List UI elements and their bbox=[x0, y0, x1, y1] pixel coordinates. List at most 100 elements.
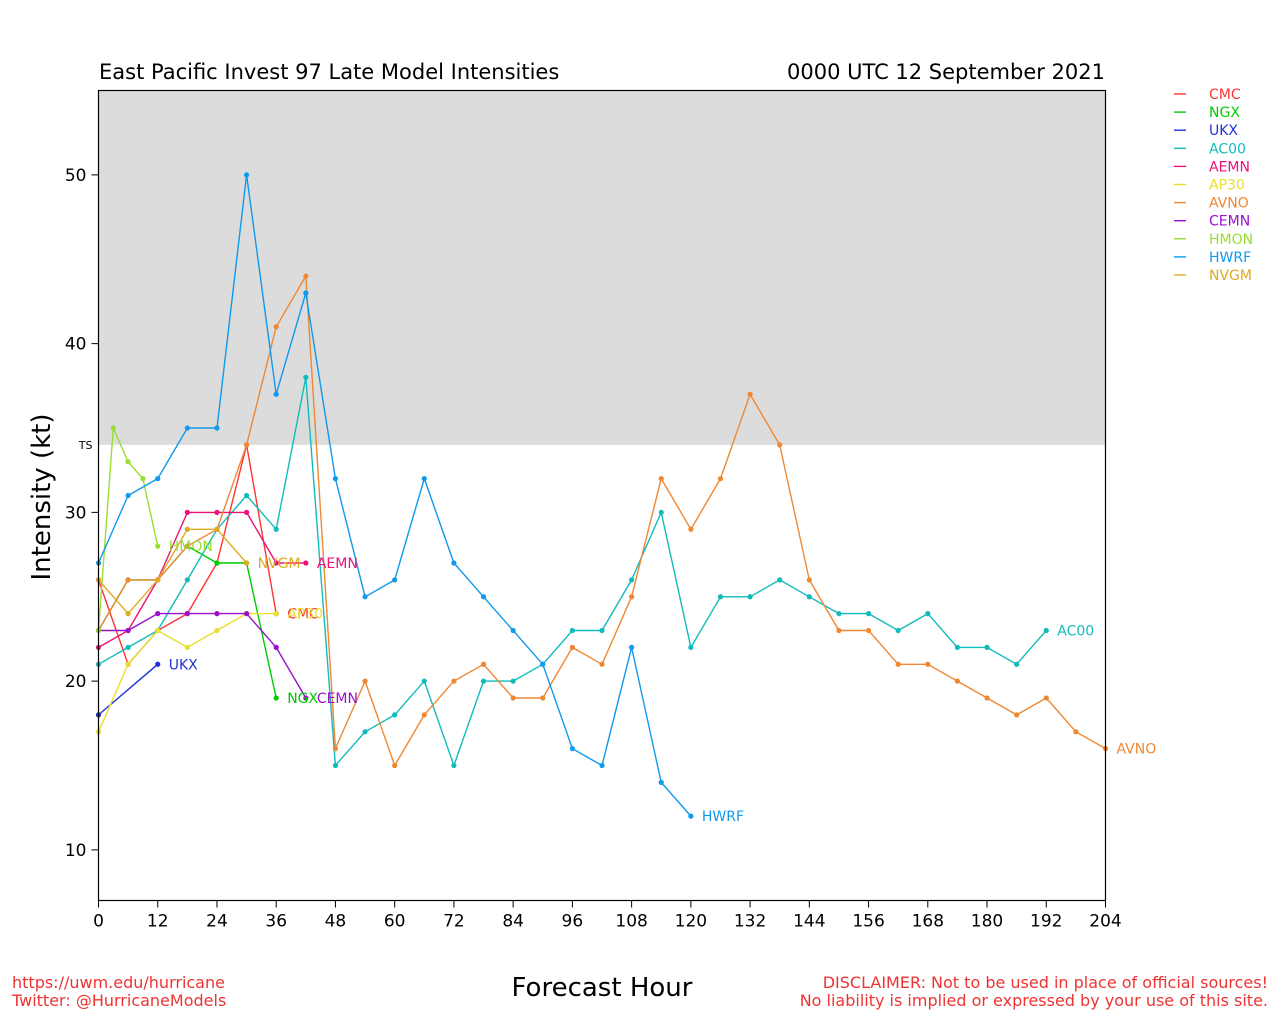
data-point-avno bbox=[777, 442, 783, 448]
data-point-ngx bbox=[214, 560, 220, 566]
y-tick-label: 10 bbox=[65, 841, 87, 861]
legend-label: UKX bbox=[1209, 123, 1238, 139]
data-point-ac00 bbox=[1043, 627, 1049, 634]
legend-item-hwrf: HWRF bbox=[1174, 250, 1251, 266]
data-point-ap30 bbox=[125, 661, 131, 667]
data-point-hmon bbox=[140, 476, 146, 482]
series-end-label-nvgm: NVGM bbox=[258, 556, 301, 572]
chart-subtitle: 0000 UTC 12 September 2021 bbox=[787, 60, 1105, 84]
series-hwrf bbox=[95, 172, 694, 819]
ts-threshold-label: TS bbox=[78, 439, 93, 452]
data-point-avno bbox=[865, 627, 872, 634]
legend-label: CMC bbox=[1209, 87, 1241, 103]
y-tick-label: 40 bbox=[65, 335, 87, 355]
x-tick-label: 24 bbox=[206, 912, 228, 932]
data-point-avno bbox=[717, 476, 724, 482]
x-tick-label: 192 bbox=[1030, 912, 1062, 932]
data-point-avno bbox=[806, 577, 812, 583]
data-point-ap30 bbox=[273, 611, 279, 617]
data-point-avno bbox=[421, 712, 427, 718]
data-point-avno bbox=[510, 695, 516, 701]
data-point-ac00 bbox=[451, 762, 457, 769]
data-point-hwrf bbox=[599, 762, 605, 769]
series-nvgm bbox=[95, 526, 250, 617]
data-point-hmon bbox=[110, 425, 116, 431]
data-point-ac00 bbox=[510, 678, 516, 684]
data-point-nvgm bbox=[184, 526, 190, 532]
data-point-cemn bbox=[155, 611, 161, 617]
data-point-hwrf bbox=[392, 577, 398, 583]
data-point-cemn bbox=[214, 611, 220, 617]
data-point-ac00 bbox=[954, 644, 961, 650]
data-point-avno bbox=[540, 695, 546, 701]
data-point-hwrf bbox=[629, 644, 635, 650]
series-end-label-hwrf: HWRF bbox=[702, 809, 744, 825]
y-tick-label: 20 bbox=[65, 672, 87, 692]
data-point-ac00 bbox=[865, 611, 872, 617]
series-end-label-cemn: CEMN bbox=[317, 691, 358, 707]
data-point-ac00 bbox=[747, 594, 753, 600]
legend-label: AEMN bbox=[1209, 159, 1250, 175]
x-tick-label: 120 bbox=[675, 912, 707, 932]
data-point-avno bbox=[1073, 729, 1079, 735]
data-point-avno bbox=[658, 476, 664, 482]
data-point-avno bbox=[243, 442, 250, 448]
data-point-hwrf bbox=[451, 560, 457, 566]
x-tick-label: 108 bbox=[615, 912, 647, 932]
data-point-ap30 bbox=[214, 627, 220, 634]
data-point-avno bbox=[629, 594, 635, 600]
data-point-avno bbox=[1043, 695, 1049, 701]
data-point-cemn bbox=[184, 611, 190, 617]
data-point-ac00 bbox=[984, 644, 990, 650]
data-point-ap30 bbox=[155, 627, 161, 634]
x-tick-label: 156 bbox=[852, 912, 884, 932]
data-point-avno bbox=[480, 661, 487, 667]
series-cemn bbox=[95, 611, 309, 701]
legend-item-ap30: AP30 bbox=[1174, 178, 1245, 194]
data-point-ac00 bbox=[1014, 661, 1020, 667]
x-tick-label: 204 bbox=[1089, 912, 1121, 932]
legend-label: AVNO bbox=[1209, 196, 1249, 212]
data-point-hwrf bbox=[332, 476, 339, 482]
data-point-cemn bbox=[273, 644, 279, 650]
data-point-nvgm bbox=[155, 577, 161, 583]
legend-item-hmon: HMON bbox=[1174, 232, 1253, 248]
data-point-ac00 bbox=[569, 627, 575, 634]
footer-twitter[interactable]: Twitter: @HurricaneModels bbox=[11, 991, 226, 1010]
data-point-hmon bbox=[155, 543, 161, 549]
data-point-ac00 bbox=[362, 729, 368, 735]
data-point-avno bbox=[332, 746, 339, 752]
series-end-label-ngx: NGX bbox=[287, 691, 318, 707]
series-end-label-ac00: AC00 bbox=[1057, 624, 1094, 640]
x-tick-label: 144 bbox=[793, 912, 825, 932]
series-ngx bbox=[95, 543, 279, 701]
footer-disclaimer-line-2: No liability is implied or expressed by … bbox=[800, 991, 1268, 1010]
series-line-ngx bbox=[97, 545, 277, 699]
footer-url[interactable]: https://uwm.edu/hurricane bbox=[12, 973, 225, 992]
legend-item-avno: AVNO bbox=[1174, 196, 1249, 212]
data-point-hwrf bbox=[510, 627, 516, 634]
data-point-ac00 bbox=[777, 577, 783, 583]
data-point-avno bbox=[125, 577, 131, 583]
data-point-ac00 bbox=[925, 611, 931, 617]
data-point-hwrf bbox=[214, 425, 220, 431]
data-point-avno bbox=[984, 695, 990, 701]
data-point-hwrf bbox=[273, 391, 279, 397]
data-point-ac00 bbox=[480, 678, 487, 684]
data-point-nvgm bbox=[243, 560, 250, 566]
data-point-ac00 bbox=[184, 577, 190, 583]
tropical-storm-band bbox=[98, 90, 1106, 445]
legend-label: NVGM bbox=[1209, 268, 1252, 284]
data-point-ac00 bbox=[332, 762, 339, 769]
legend-label: AP30 bbox=[1209, 178, 1245, 194]
x-tick-label: 36 bbox=[265, 912, 287, 932]
y-axis-label: Intensity (kt) bbox=[27, 414, 57, 581]
data-point-nvgm bbox=[125, 611, 131, 617]
data-point-ac00 bbox=[658, 509, 664, 515]
data-point-hwrf bbox=[125, 492, 131, 499]
series-end-label-aemn: AEMN bbox=[317, 556, 358, 572]
data-point-cemn bbox=[125, 627, 131, 634]
data-point-ap30 bbox=[184, 644, 190, 650]
data-point-cemn bbox=[243, 611, 250, 617]
